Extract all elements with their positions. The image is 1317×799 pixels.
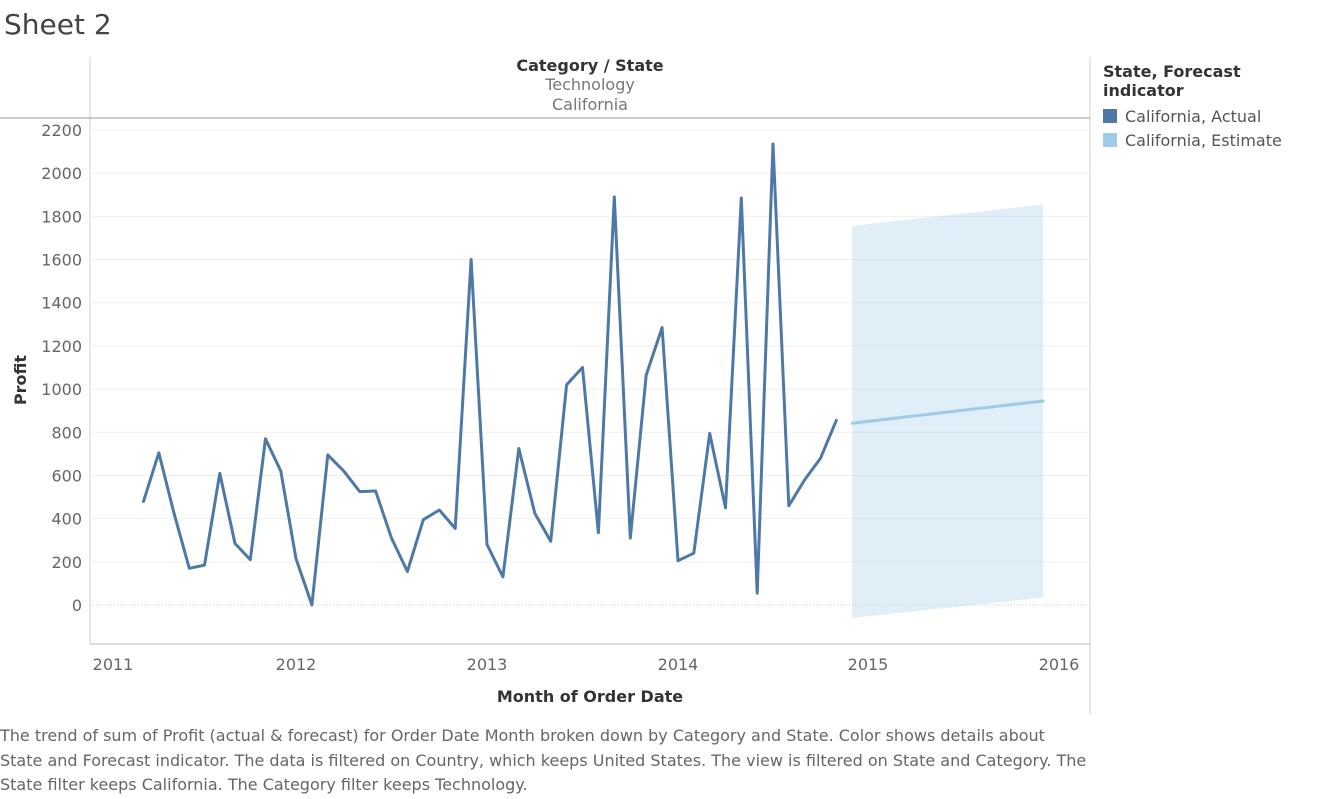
x-axis-title: Month of Order Date (497, 687, 683, 706)
y-tick-label: 1200 (41, 337, 82, 356)
y-tick-label: 1400 (41, 294, 82, 313)
caption: The trend of sum of Profit (actual & for… (0, 726, 1087, 794)
legend-label-actual: California, Actual (1125, 106, 1262, 126)
y-axis-title: Profit (11, 355, 30, 405)
sheet-title: Sheet 2 (4, 8, 112, 41)
x-tick-label: 2013 (467, 655, 508, 674)
series-lines (142, 142, 1045, 607)
x-tick-label: 2016 (1039, 655, 1080, 674)
legend-item-actual[interactable]: California, Actual (1103, 104, 1317, 128)
y-tick-label: 1000 (41, 380, 82, 399)
x-tick-label: 2014 (658, 655, 699, 674)
x-tick-label: 2011 (93, 655, 134, 674)
y-tick-label: 1600 (41, 251, 82, 270)
y-tick-label: 400 (51, 510, 82, 529)
series-line-estimate (850, 399, 1045, 425)
legend-label-estimate: California, Estimate (1125, 130, 1282, 150)
y-tick-label: 600 (51, 466, 82, 485)
x-tick-label: 2015 (848, 655, 889, 674)
y-tick-label: 2000 (41, 164, 82, 183)
y-tick-label: 800 (51, 423, 82, 442)
legend: State, Forecast indicator California, Ac… (1103, 62, 1317, 152)
header-category: Technology (545, 75, 635, 94)
legend-title: State, Forecast indicator (1103, 62, 1241, 100)
y-axis-ticks: 2200200018001600140012001000800600400200… (41, 121, 82, 615)
legend-swatch-estimate (1103, 133, 1117, 147)
legend-swatch-actual (1103, 109, 1117, 123)
y-tick-label: 1800 (41, 207, 82, 226)
column-header: Category / State Technology California (90, 56, 1090, 115)
header-label: Category / State (516, 56, 664, 75)
y-tick-label: 2200 (41, 121, 82, 140)
y-tick-label: 0 (72, 596, 82, 615)
y-tick-label: 200 (51, 553, 82, 572)
series-line-actual (142, 142, 838, 607)
x-tick-label: 2012 (276, 655, 317, 674)
x-axis-ticks: 2011 2012 2013 2014 2015 2016 (93, 655, 1080, 674)
grid-lines (90, 129, 1090, 606)
header-state: California (552, 95, 628, 114)
legend-item-estimate[interactable]: California, Estimate (1103, 128, 1317, 152)
